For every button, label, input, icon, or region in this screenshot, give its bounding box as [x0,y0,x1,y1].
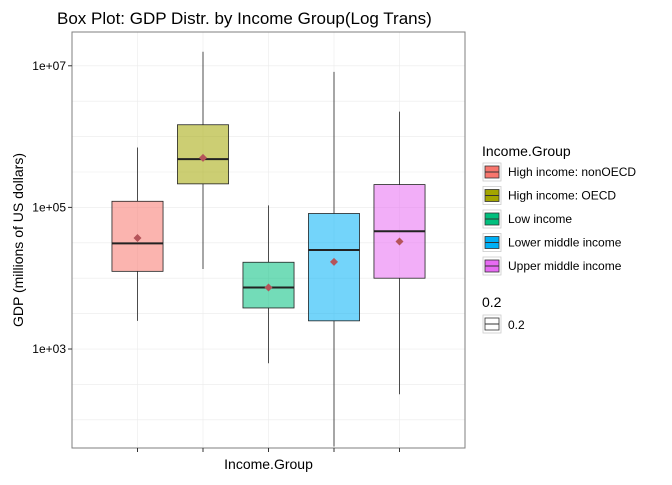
legend-item: Low income [482,209,572,229]
legend-item: High income: nonOECD [482,162,636,182]
box-high-income-oecd [177,51,229,269]
box-upper-middle-income [373,111,426,395]
legend2-label: 0.2 [508,318,525,332]
legend-label: Upper middle income [508,259,622,273]
mean-marker [395,237,404,246]
legend-title: Income.Group [482,143,571,159]
legend-label: Low income [508,212,572,226]
legend-label: High income: OECD [508,189,616,203]
mean-marker [133,233,142,242]
plot-panel [71,31,466,449]
legend-item: High income: OECD [482,186,616,205]
box-lower-middle-income [308,71,360,447]
x-axis [137,448,400,452]
y-tick-label: 1e+07 [32,59,66,73]
mean-marker [264,283,273,292]
mean-marker [330,257,338,266]
legend-label: Lower middle income [508,236,622,250]
y-axis-title: GDP (millions of US dollars) [10,153,26,327]
box-high-income-nonoecd [111,147,164,321]
legend-item: Lower middle income [482,233,622,252]
y-tick-label: 1e+03 [32,342,66,356]
mean-marker [199,153,207,162]
box-low-income [242,205,295,364]
chart-title: Box Plot: GDP Distr. by Income Group(Log… [57,9,432,28]
box-series [111,51,426,447]
y-axis: 1e+03 1e+05 1e+07 [32,59,72,356]
legend2-item: 0.2 [482,314,525,334]
x-axis-title: Income.Group [224,456,313,472]
legend2-title: 0.2 [482,294,502,310]
legend-item: Upper middle income [482,256,622,276]
legend-label: High income: nonOECD [508,165,636,179]
y-tick-label: 1e+05 [32,200,66,214]
box-iqr [308,213,360,322]
legend: Income.Group High income: nonOECD High in… [482,143,636,334]
